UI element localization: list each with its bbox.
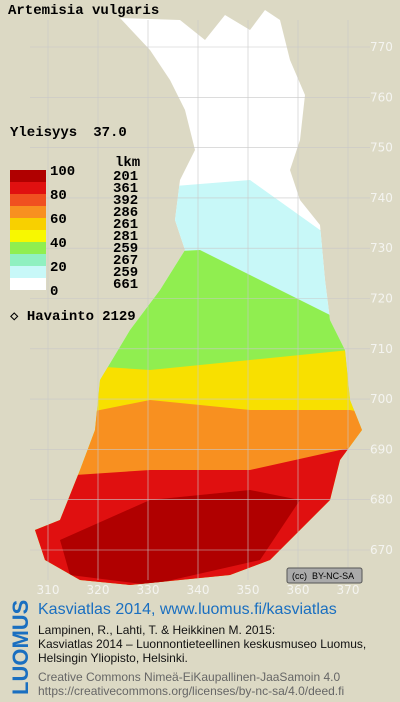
legend-scale-label: 100 — [50, 164, 75, 180]
count-header: lkm — [115, 155, 140, 171]
y-axis-label: 760 — [370, 90, 393, 104]
observations-label: Havainto — [27, 309, 94, 325]
legend-count: 267 — [113, 253, 138, 269]
legend-swatch — [10, 194, 46, 206]
citation-line: Lampinen, R., Lahti, T. & Heikkinen M. 2… — [38, 623, 275, 637]
grid: 770 760 750 740 730 720 710 700 690 680 670 310 320 3… — [30, 20, 393, 597]
cc-icon: (cc) — [292, 571, 307, 581]
legend-swatch — [10, 242, 46, 254]
legend-swatch — [10, 266, 46, 278]
license-line: Creative Commons Nimeä-EiKaupallinen-Jaa… — [38, 670, 340, 684]
y-axis-label: 730 — [370, 241, 393, 255]
legend-count: 261 — [113, 217, 138, 233]
legend-count: 201 — [113, 169, 138, 185]
map-title: Artemisia vulgaris — [8, 3, 159, 19]
legend: 1008060402002013613922862612812592672596… — [10, 164, 138, 300]
x-axis-label: 350 — [237, 583, 260, 597]
y-axis-label: 670 — [370, 543, 393, 557]
legend-scale-label: 60 — [50, 212, 67, 228]
x-axis-label: 340 — [187, 583, 210, 597]
legend-count: 281 — [113, 229, 138, 245]
cc-text: BY-NC-SA — [312, 571, 354, 581]
legend-scale-label: 80 — [50, 188, 67, 204]
legend-swatch — [10, 182, 46, 194]
legend-scale-label: 40 — [50, 236, 67, 252]
frequency: Yleisyys 37.0 — [10, 125, 127, 141]
credits: Lampinen, R., Lahti, T. & Heikkinen M. 2… — [38, 623, 366, 698]
observation-marker: ◇ — [10, 309, 27, 325]
legend-count: 392 — [113, 193, 138, 209]
y-axis-label: 750 — [370, 141, 393, 155]
legend-count: 286 — [113, 205, 138, 221]
x-axis-label: 310 — [37, 583, 60, 597]
legend-swatch — [10, 170, 46, 182]
legend-swatch — [10, 206, 46, 218]
x-axis-label: 370 — [337, 583, 360, 597]
observations: ◇ Havainto 2129 — [10, 309, 136, 325]
license-badge: (cc) BY-NC-SA — [286, 567, 363, 584]
y-axis-label: 720 — [370, 292, 393, 306]
legend-swatch — [10, 218, 46, 230]
y-axis-label: 690 — [370, 442, 393, 456]
legend-swatch — [10, 230, 46, 242]
legend-scale-label: 0 — [50, 284, 58, 300]
link[interactable]: Kasviatlas 2014, www.luomus.fi/kasviatla… — [38, 601, 337, 618]
x-axis-label: 360 — [287, 583, 310, 597]
legend-scale-label: 20 — [50, 260, 67, 276]
legend-count: 259 — [113, 265, 138, 281]
legend-swatch — [10, 278, 46, 290]
legend-count: 661 — [113, 277, 138, 293]
y-axis-label: 770 — [370, 40, 393, 54]
y-axis-label: 740 — [370, 191, 393, 205]
frequency-label: Yleisyys — [10, 125, 77, 141]
y-axis-label: 680 — [370, 493, 393, 507]
y-axis-label: 700 — [370, 392, 393, 406]
observations-value: 2129 — [102, 309, 136, 325]
citation-line: Helsingin Yliopisto, Helsinki. — [38, 651, 188, 665]
legend-count: 259 — [113, 241, 138, 257]
finland-map — [35, 10, 362, 585]
x-axis-label: 330 — [137, 583, 160, 597]
legend-count: 361 — [113, 181, 138, 197]
y-axis-label: 710 — [370, 342, 393, 356]
legend-swatch — [10, 254, 46, 266]
x-axis-label: 320 — [87, 583, 110, 597]
logo: LUOMUS — [8, 600, 33, 695]
frequency-value: 37.0 — [93, 125, 127, 141]
citation-line: Kasviatlas 2014 – Luonnontieteellinen ke… — [38, 637, 366, 651]
license-line: https://creativecommons.org/licenses/by-… — [38, 684, 344, 698]
